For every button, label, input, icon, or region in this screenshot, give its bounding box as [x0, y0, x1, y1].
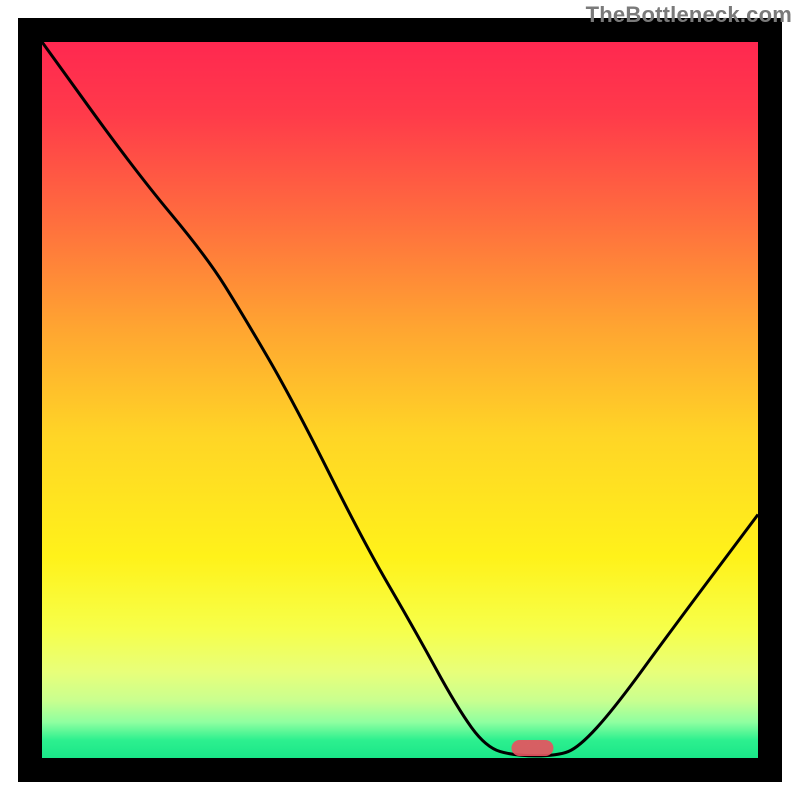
heat-background: [42, 42, 758, 758]
optimum-marker: [511, 740, 553, 756]
watermark-text: TheBottleneck.com: [586, 2, 792, 28]
chart-container: TheBottleneck.com: [0, 0, 800, 800]
bottleneck-chart: [0, 0, 800, 800]
